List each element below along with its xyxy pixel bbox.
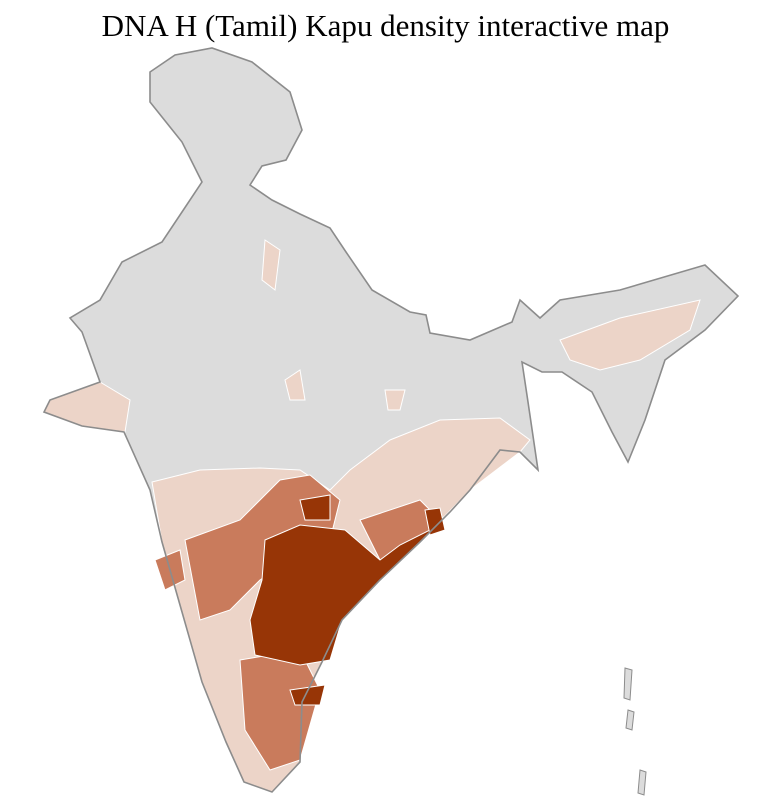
india-base-region[interactable]	[43, 47, 739, 793]
andaman-islands[interactable]	[623, 667, 647, 796]
india-outline	[42, 47, 740, 793]
map-title: DNA H (Tamil) Kapu density interactive m…	[101, 8, 670, 43]
high-density-regions[interactable]	[249, 494, 451, 706]
